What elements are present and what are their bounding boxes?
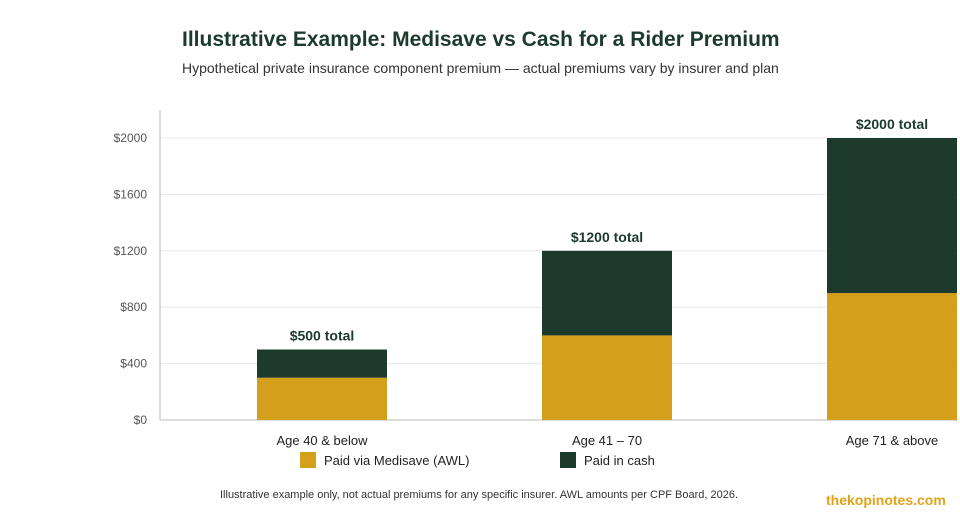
bar-total-label: $2000 total [856,116,928,132]
y-tick-label: $1600 [114,187,148,201]
footnote: Illustrative example only, not actual pr… [220,489,739,501]
bar-cash [827,138,957,294]
bar-medisave [542,335,672,420]
chart-subtitle: Hypothetical private insurance component… [182,60,779,76]
y-tick-label: $800 [120,300,147,314]
brand-logo-text: thekopinotes.com [826,492,946,508]
bar-cash [542,250,672,336]
y-tick-label: $400 [120,357,147,371]
legend-item-medisave: Paid via Medisave (AWL) [300,452,469,468]
bar-total-label: $1200 total [571,229,643,245]
bar-cash [257,349,387,378]
x-tick-label: Age 71 & above [846,433,939,448]
legend-swatch-cash [560,452,576,468]
y-tick-label: $1200 [114,244,148,258]
stacked-bar-chart: $0 $400 $800 $1200 $1600 $2000 $500 total Age 4… [114,110,958,448]
bar-medisave [827,293,957,420]
y-tick-label: $0 [134,413,148,427]
chart-legend: Paid via Medisave (AWL) Paid in cash [0,452,960,472]
x-tick-label: Age 40 & below [276,433,368,448]
x-tick-label: Age 41 – 70 [572,433,642,448]
bar-total-label: $500 total [290,328,355,344]
legend-item-cash: Paid in cash [560,452,655,468]
legend-swatch-medisave [300,452,316,468]
chart-title: Illustrative Example: Medisave vs Cash f… [182,28,780,51]
legend-label-cash: Paid in cash [584,452,655,468]
y-tick-label: $2000 [114,131,148,145]
legend-label-medisave: Paid via Medisave (AWL) [324,452,470,468]
bar-medisave [257,377,387,420]
